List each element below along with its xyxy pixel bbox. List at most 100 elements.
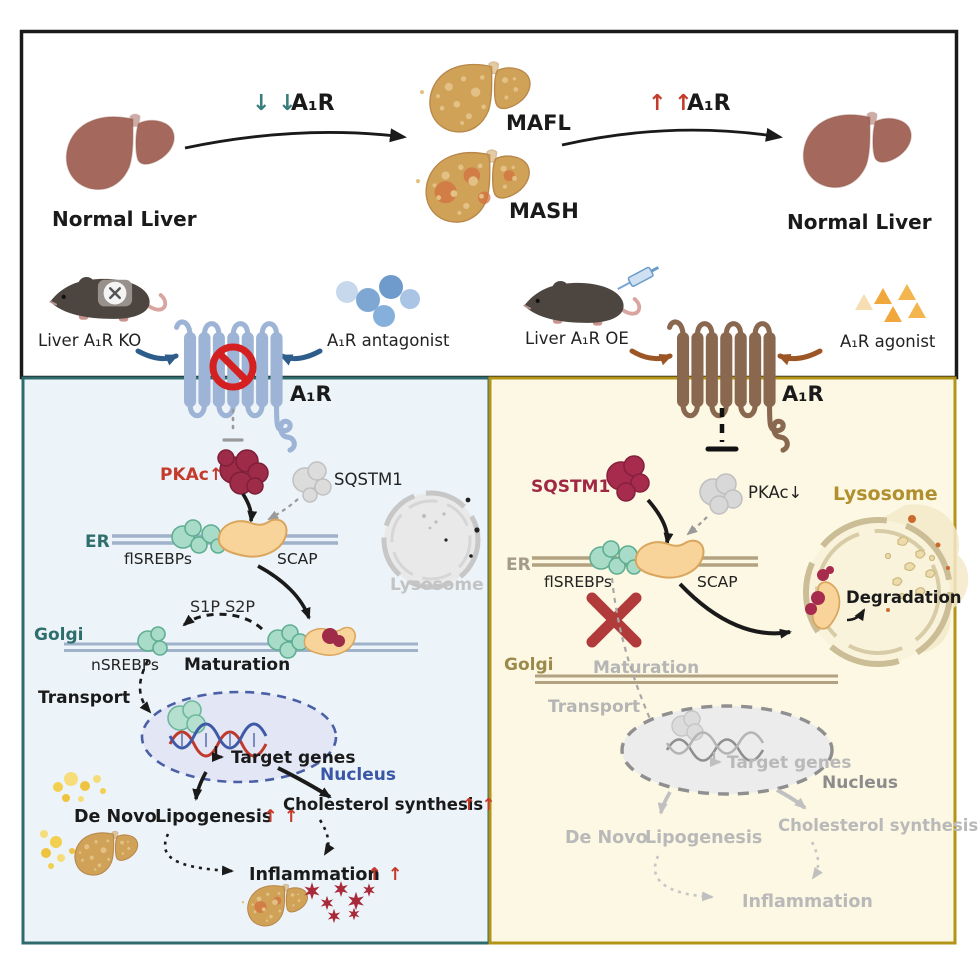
reversal-arrow [561, 127, 783, 147]
scap-left-label: SCAP [277, 550, 318, 568]
golgi-right-label: Golgi [504, 655, 553, 675]
transport-left-label: Transport [38, 688, 130, 708]
blocked-transport-dashed [610, 577, 656, 730]
receptor-right-label: A₁R [782, 382, 824, 406]
agonist-to-receptor-arrow [777, 348, 823, 366]
left-inhibition-line [222, 408, 244, 442]
pkac-dashed-arrow [686, 516, 708, 536]
mash-liver-illustration [415, 149, 530, 223]
flsrebps-right-label: flSREBPs [544, 573, 612, 591]
scap-to-lysosome-arrow [678, 582, 792, 639]
to-lipogenesis-arrow [192, 771, 208, 801]
cholesterol-up-arrows: ↑ ↑ [462, 795, 495, 814]
right-inhibition-line [705, 408, 739, 452]
er-left-label: ER [85, 532, 110, 552]
pkac-protein-left [217, 449, 269, 495]
to-lipogenesis-arrow-right [657, 791, 672, 815]
pkac-protein-right [699, 473, 743, 515]
nucleus-left-label: Nucleus [320, 765, 396, 785]
x-patch-icon [97, 279, 133, 307]
cholesterol-label: Cholesterol synthesis [283, 795, 483, 814]
ko-to-receptor-arrow [135, 348, 179, 366]
liver-oe-label: Liver A₁R OE [525, 329, 629, 348]
transport-right-label: Transport [548, 697, 640, 717]
a1r-receptor-left-illustration [177, 322, 295, 450]
degradation-label: Degradation [846, 588, 962, 607]
sqstm1-to-scap-arrow [646, 498, 674, 545]
s1p-s2p-label: S1P S2P [190, 597, 255, 616]
lipogenesis-up-arrows: ↑ ↑ [263, 807, 298, 827]
receptor-left-label: A₁R [290, 382, 332, 406]
a1r-decrease-arrows: ↓ ↓ [252, 91, 297, 116]
dna-helix-right [665, 731, 765, 762]
scap-to-golgi-arrow [257, 564, 311, 620]
to-cholesterol-arrow [277, 766, 332, 799]
sqstm1-to-scap-dashed-arrow [267, 498, 299, 520]
sqstm1-right-label: SQSTM1 [531, 477, 610, 497]
normal-liver-right-label: Normal Liver [787, 210, 932, 234]
lipid-droplets-icon [40, 772, 106, 869]
lysosome-right-illustration [803, 504, 969, 667]
syringe-icon [617, 266, 660, 290]
progression-arrow [184, 128, 407, 150]
pkac-to-scap-arrow [241, 493, 258, 523]
inflammation-right-label: Inflammation [742, 892, 873, 912]
prohibition-icon [209, 343, 257, 391]
antagonist-molecules-icon [336, 275, 420, 327]
lipogenesis-label: Lipogenesis [155, 807, 272, 827]
er-right-label: ER [506, 555, 531, 575]
target-genes-left-label: Target genes [231, 748, 355, 768]
nsrebps-label: nSREBPs [91, 656, 159, 674]
inflammation-label: Inflammation [249, 865, 380, 885]
flsrebps-left-label: flSREBPs [124, 550, 192, 568]
pkac-left-label: PKAc↑ [160, 465, 223, 485]
golgi-srebp-scap-complex [267, 624, 356, 659]
target-genes-hook-arrow-right [710, 752, 722, 767]
agonist-molecules-icon [855, 284, 926, 322]
cholesterol-to-inflammation-dashed [318, 819, 335, 856]
de-novo-right-label: De Novo [565, 828, 648, 848]
nucleus-left-illustration [140, 690, 338, 784]
cholesterol-right-label: Cholesterol synthesis [778, 816, 978, 835]
inflamed-liver-small [241, 883, 308, 927]
agonist-label: A₁R agonist [840, 332, 936, 351]
sqstm1-left-label: SQSTM1 [334, 470, 403, 489]
transport-dashed-arrow [138, 659, 152, 714]
nucleus-right-illustration [620, 704, 834, 796]
antagonist-to-receptor-arrow [279, 348, 323, 366]
oe-to-receptor-arrow [629, 348, 673, 366]
inflammation-up-arrows: ↑ ↑ [367, 865, 402, 885]
flsrebps-protein-left [171, 519, 226, 554]
a1r-decrease-label: A₁R [291, 91, 335, 116]
nucleus-right-label: Nucleus [822, 773, 898, 793]
lysosome-left-illustration [381, 490, 481, 590]
golgi-membrane-left [64, 642, 418, 652]
lysosome-left-label: Lysosome [390, 575, 484, 595]
maturation-left-label: Maturation [184, 655, 290, 675]
target-genes-hook-arrow [212, 746, 224, 762]
blocked-x-icon [586, 592, 642, 648]
a1r-increase-arrows: ↑ ↑ [648, 91, 693, 116]
degradation-hook-arrow [846, 608, 866, 622]
sqstm1-protein-right [606, 455, 650, 502]
degradation-fragments [884, 536, 936, 600]
de-novo-label: De Novo [74, 807, 157, 827]
normal-liver-left-label: Normal Liver [52, 207, 197, 231]
sqstm1-protein-left [292, 461, 332, 503]
antagonist-label: A₁R antagonist [327, 331, 450, 350]
golgi-left-label: Golgi [34, 625, 83, 645]
lysosome-right-label: Lysosome [833, 483, 938, 505]
mash-label: MASH [509, 199, 579, 223]
liver-ko-mouse-illustration [48, 275, 168, 324]
target-genes-right-label: Target genes [727, 753, 851, 773]
liver-oe-mouse-illustration [522, 266, 660, 328]
s1p-s2p-dashed-arrow [182, 612, 264, 631]
lipogenesis-right-label: Lipogenesis [645, 828, 762, 848]
to-cholesterol-arrow-right [776, 788, 807, 810]
golgi-membrane-right [535, 674, 838, 684]
maturation-right-label: Maturation [593, 658, 699, 678]
scap-right-label: SCAP [697, 573, 738, 591]
pkac-right-label: PKAc↓ [748, 483, 802, 502]
liver-ko-label: Liver A₁R KO [38, 331, 141, 350]
